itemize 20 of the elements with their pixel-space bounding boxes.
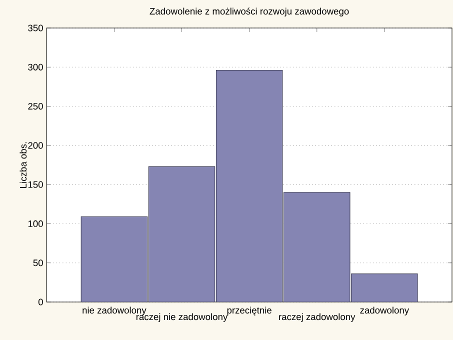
bar [351, 274, 418, 302]
bar [148, 166, 215, 302]
x-tick-label: raczej nie zadowolony [136, 313, 228, 322]
y-tick-label: 250 [28, 102, 43, 110]
bar [216, 70, 282, 302]
x-tick-label: raczej zadowolony [279, 313, 356, 322]
bar [284, 192, 350, 302]
y-tick-label: 150 [28, 181, 43, 188]
y-axis-title: Liczba obs. [20, 142, 27, 188]
y-tick-label: 0 [38, 298, 43, 306]
chart-title: Zadowolenie z możliwości rozwoju zawodowego [150, 8, 349, 16]
y-tick-label: 350 [28, 24, 43, 32]
y-tick-label: 300 [28, 64, 43, 70]
bar [81, 216, 148, 302]
x-tick-label: przeciętnie [227, 306, 272, 316]
x-tick-label: nie zadowolony [82, 306, 146, 316]
y-tick-label: 200 [28, 142, 43, 149]
y-tick-label: 100 [28, 220, 43, 228]
x-tick-label: zadowolony [360, 306, 410, 316]
y-tick-label: 50 [33, 260, 43, 266]
